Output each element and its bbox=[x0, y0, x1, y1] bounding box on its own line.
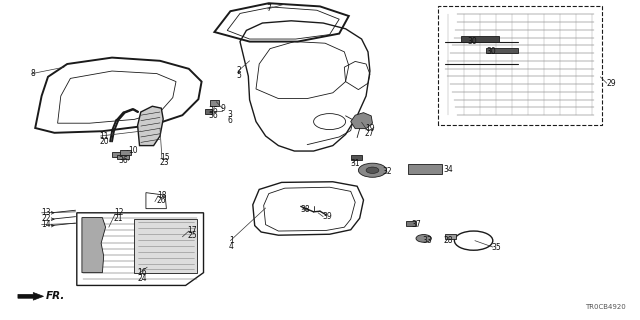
Text: 39: 39 bbox=[322, 212, 332, 221]
Polygon shape bbox=[18, 292, 44, 300]
Text: 28: 28 bbox=[444, 236, 453, 245]
Bar bbox=[120, 150, 131, 155]
Text: 5: 5 bbox=[237, 71, 242, 80]
Circle shape bbox=[366, 167, 379, 173]
Text: 18: 18 bbox=[157, 191, 166, 200]
Text: 22: 22 bbox=[42, 214, 51, 223]
Text: 35: 35 bbox=[492, 243, 501, 252]
Text: 30: 30 bbox=[467, 37, 477, 46]
Text: 27: 27 bbox=[365, 129, 374, 138]
Text: 13: 13 bbox=[42, 208, 51, 217]
Text: 31: 31 bbox=[351, 159, 360, 168]
Text: 1: 1 bbox=[229, 236, 234, 245]
Text: FR.: FR. bbox=[46, 291, 65, 301]
Bar bbox=[461, 36, 499, 42]
Text: 23: 23 bbox=[160, 158, 170, 167]
Polygon shape bbox=[82, 218, 106, 273]
Text: 36: 36 bbox=[208, 111, 218, 120]
Text: 21: 21 bbox=[114, 214, 124, 223]
Text: 38: 38 bbox=[301, 205, 310, 214]
Text: 9: 9 bbox=[221, 104, 226, 113]
Bar bbox=[117, 155, 129, 159]
Text: 16: 16 bbox=[138, 268, 147, 277]
Bar bbox=[406, 221, 416, 226]
Text: 11: 11 bbox=[99, 132, 109, 140]
Bar bbox=[351, 155, 362, 160]
Text: 8: 8 bbox=[31, 69, 35, 78]
Bar bbox=[486, 48, 518, 53]
Text: 36: 36 bbox=[208, 106, 218, 115]
Text: 30: 30 bbox=[486, 47, 496, 56]
Text: 19: 19 bbox=[365, 124, 374, 132]
Text: TR0CB4920: TR0CB4920 bbox=[585, 304, 626, 310]
Polygon shape bbox=[205, 109, 212, 114]
Bar bbox=[445, 234, 456, 239]
Text: 32: 32 bbox=[383, 167, 392, 176]
Text: 3: 3 bbox=[227, 110, 232, 119]
Text: 6: 6 bbox=[227, 116, 232, 124]
Text: 24: 24 bbox=[138, 274, 147, 283]
Text: 36: 36 bbox=[118, 156, 128, 164]
Bar bbox=[112, 152, 124, 157]
Text: 26: 26 bbox=[157, 196, 166, 205]
Polygon shape bbox=[134, 219, 197, 273]
Text: 20: 20 bbox=[99, 137, 109, 146]
Text: 10: 10 bbox=[128, 146, 138, 155]
Text: 7: 7 bbox=[266, 4, 271, 12]
Circle shape bbox=[358, 163, 387, 177]
Text: 15: 15 bbox=[160, 153, 170, 162]
Text: 34: 34 bbox=[444, 165, 453, 174]
Text: 4: 4 bbox=[229, 242, 234, 251]
Text: 33: 33 bbox=[422, 236, 432, 245]
Polygon shape bbox=[351, 113, 372, 129]
Circle shape bbox=[416, 235, 431, 242]
Text: 29: 29 bbox=[607, 79, 616, 88]
Text: 2: 2 bbox=[237, 66, 241, 75]
Polygon shape bbox=[138, 106, 163, 146]
Text: 14: 14 bbox=[42, 220, 51, 229]
Text: 37: 37 bbox=[412, 220, 421, 229]
Text: 25: 25 bbox=[188, 231, 197, 240]
Polygon shape bbox=[210, 100, 219, 106]
Bar bbox=[408, 164, 442, 174]
Text: 12: 12 bbox=[114, 208, 124, 217]
Text: 17: 17 bbox=[188, 226, 197, 235]
